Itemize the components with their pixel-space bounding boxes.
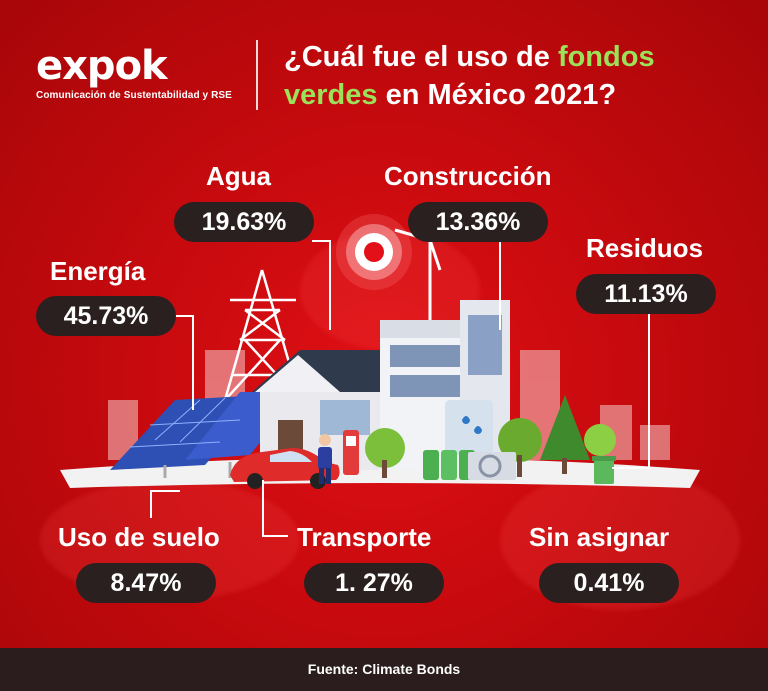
title-highlight-verdes: verdes <box>284 79 378 111</box>
category-agua-value: 19.63% <box>174 202 314 242</box>
title-highlight-fondos: fondos <box>557 41 655 73</box>
construccion-leader-line <box>499 240 501 330</box>
page-title: ¿Cuál fue el uso de fondos verdes en Méxi… <box>284 38 754 114</box>
agua-leader-line <box>312 240 330 242</box>
source-footer: Fuente: Climate Bonds <box>0 648 768 691</box>
residuos-leader-line <box>648 313 650 468</box>
location-pin-icon <box>336 214 412 290</box>
tree-icon <box>365 395 616 478</box>
air-conditioner-icon <box>468 452 516 480</box>
battery-icon <box>423 450 475 480</box>
category-construccion-label: Construcción <box>384 161 552 191</box>
category-transporte-value: 1. 27% <box>304 563 444 603</box>
energia-leader-line <box>192 315 194 410</box>
transporte-leader-line <box>262 535 288 537</box>
category-transporte-label: Transporte <box>297 522 432 552</box>
category-agua-label: Agua <box>206 161 271 191</box>
expok-logo: expok Comunicación de Sustentabilidad y … <box>36 46 232 101</box>
header-divider <box>256 40 258 110</box>
category-energia-label: Energía <box>50 256 146 286</box>
transporte-leader-line <box>262 480 264 536</box>
title-part-1: ¿Cuál fue el uso de <box>284 41 558 73</box>
uso-suelo-leader-line <box>150 490 180 492</box>
water-tank-icon <box>445 400 493 455</box>
energia-leader-line <box>175 315 193 317</box>
category-sin-asignar-label: Sin asignar <box>529 522 670 552</box>
category-sin-asignar-value: 0.41% <box>539 563 679 603</box>
source-text: Fuente: Climate Bonds <box>307 661 461 677</box>
category-energia-value: 45.73% <box>36 296 176 336</box>
title-part-2: en México 2021? <box>377 79 617 111</box>
uso-suelo-leader-line <box>150 490 152 518</box>
agua-leader-line <box>329 240 331 330</box>
category-residuos-value: 11.13% <box>576 274 716 314</box>
person-figure <box>318 434 332 484</box>
category-construccion-value: 13.36% <box>408 202 548 242</box>
logo-wordmark: expok <box>36 43 168 89</box>
logo-tagline: Comunicación de Sustentabilidad y RSE <box>36 90 232 101</box>
category-uso-suelo-value: 8.47% <box>76 563 216 603</box>
residuos-leader-line <box>612 467 650 469</box>
ground <box>60 457 700 488</box>
category-residuos-label: Residuos <box>586 233 704 263</box>
transmission-tower-icon <box>223 269 302 401</box>
recycle-bin-icon <box>592 456 616 484</box>
ev-charger-icon <box>343 430 359 475</box>
category-uso-suelo-label: Uso de suelo <box>58 522 220 552</box>
